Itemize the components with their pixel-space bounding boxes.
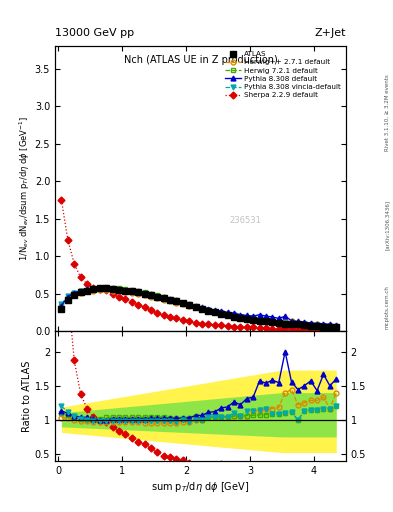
Text: [arXiv:1306.3436]: [arXiv:1306.3436] — [385, 200, 389, 250]
Text: Nch (ATLAS UE in Z production): Nch (ATLAS UE in Z production) — [123, 55, 277, 65]
Text: Rivet 3.1.10, ≥ 3.2M events: Rivet 3.1.10, ≥ 3.2M events — [385, 74, 389, 151]
Y-axis label: 1/N$_{ev}$ dN$_{ev}$/dsum p$_T$/d$\eta$ d$\phi$ [GeV$^{-1}$]: 1/N$_{ev}$ dN$_{ev}$/dsum p$_T$/d$\eta$ … — [17, 116, 32, 261]
X-axis label: sum p$_T$/d$\eta$ d$\phi$ [GeV]: sum p$_T$/d$\eta$ d$\phi$ [GeV] — [151, 480, 250, 494]
Legend: ATLAS, Herwig++ 2.7.1 default, Herwig 7.2.1 default, Pythia 8.308 default, Pythi: ATLAS, Herwig++ 2.7.1 default, Herwig 7.… — [224, 50, 342, 100]
Text: mcplots.cern.ch: mcplots.cern.ch — [385, 285, 389, 329]
Text: Z+Jet: Z+Jet — [314, 28, 346, 38]
Text: 236531: 236531 — [230, 216, 261, 225]
Y-axis label: Ratio to ATLAS: Ratio to ATLAS — [22, 360, 32, 432]
Text: 13000 GeV pp: 13000 GeV pp — [55, 28, 134, 38]
